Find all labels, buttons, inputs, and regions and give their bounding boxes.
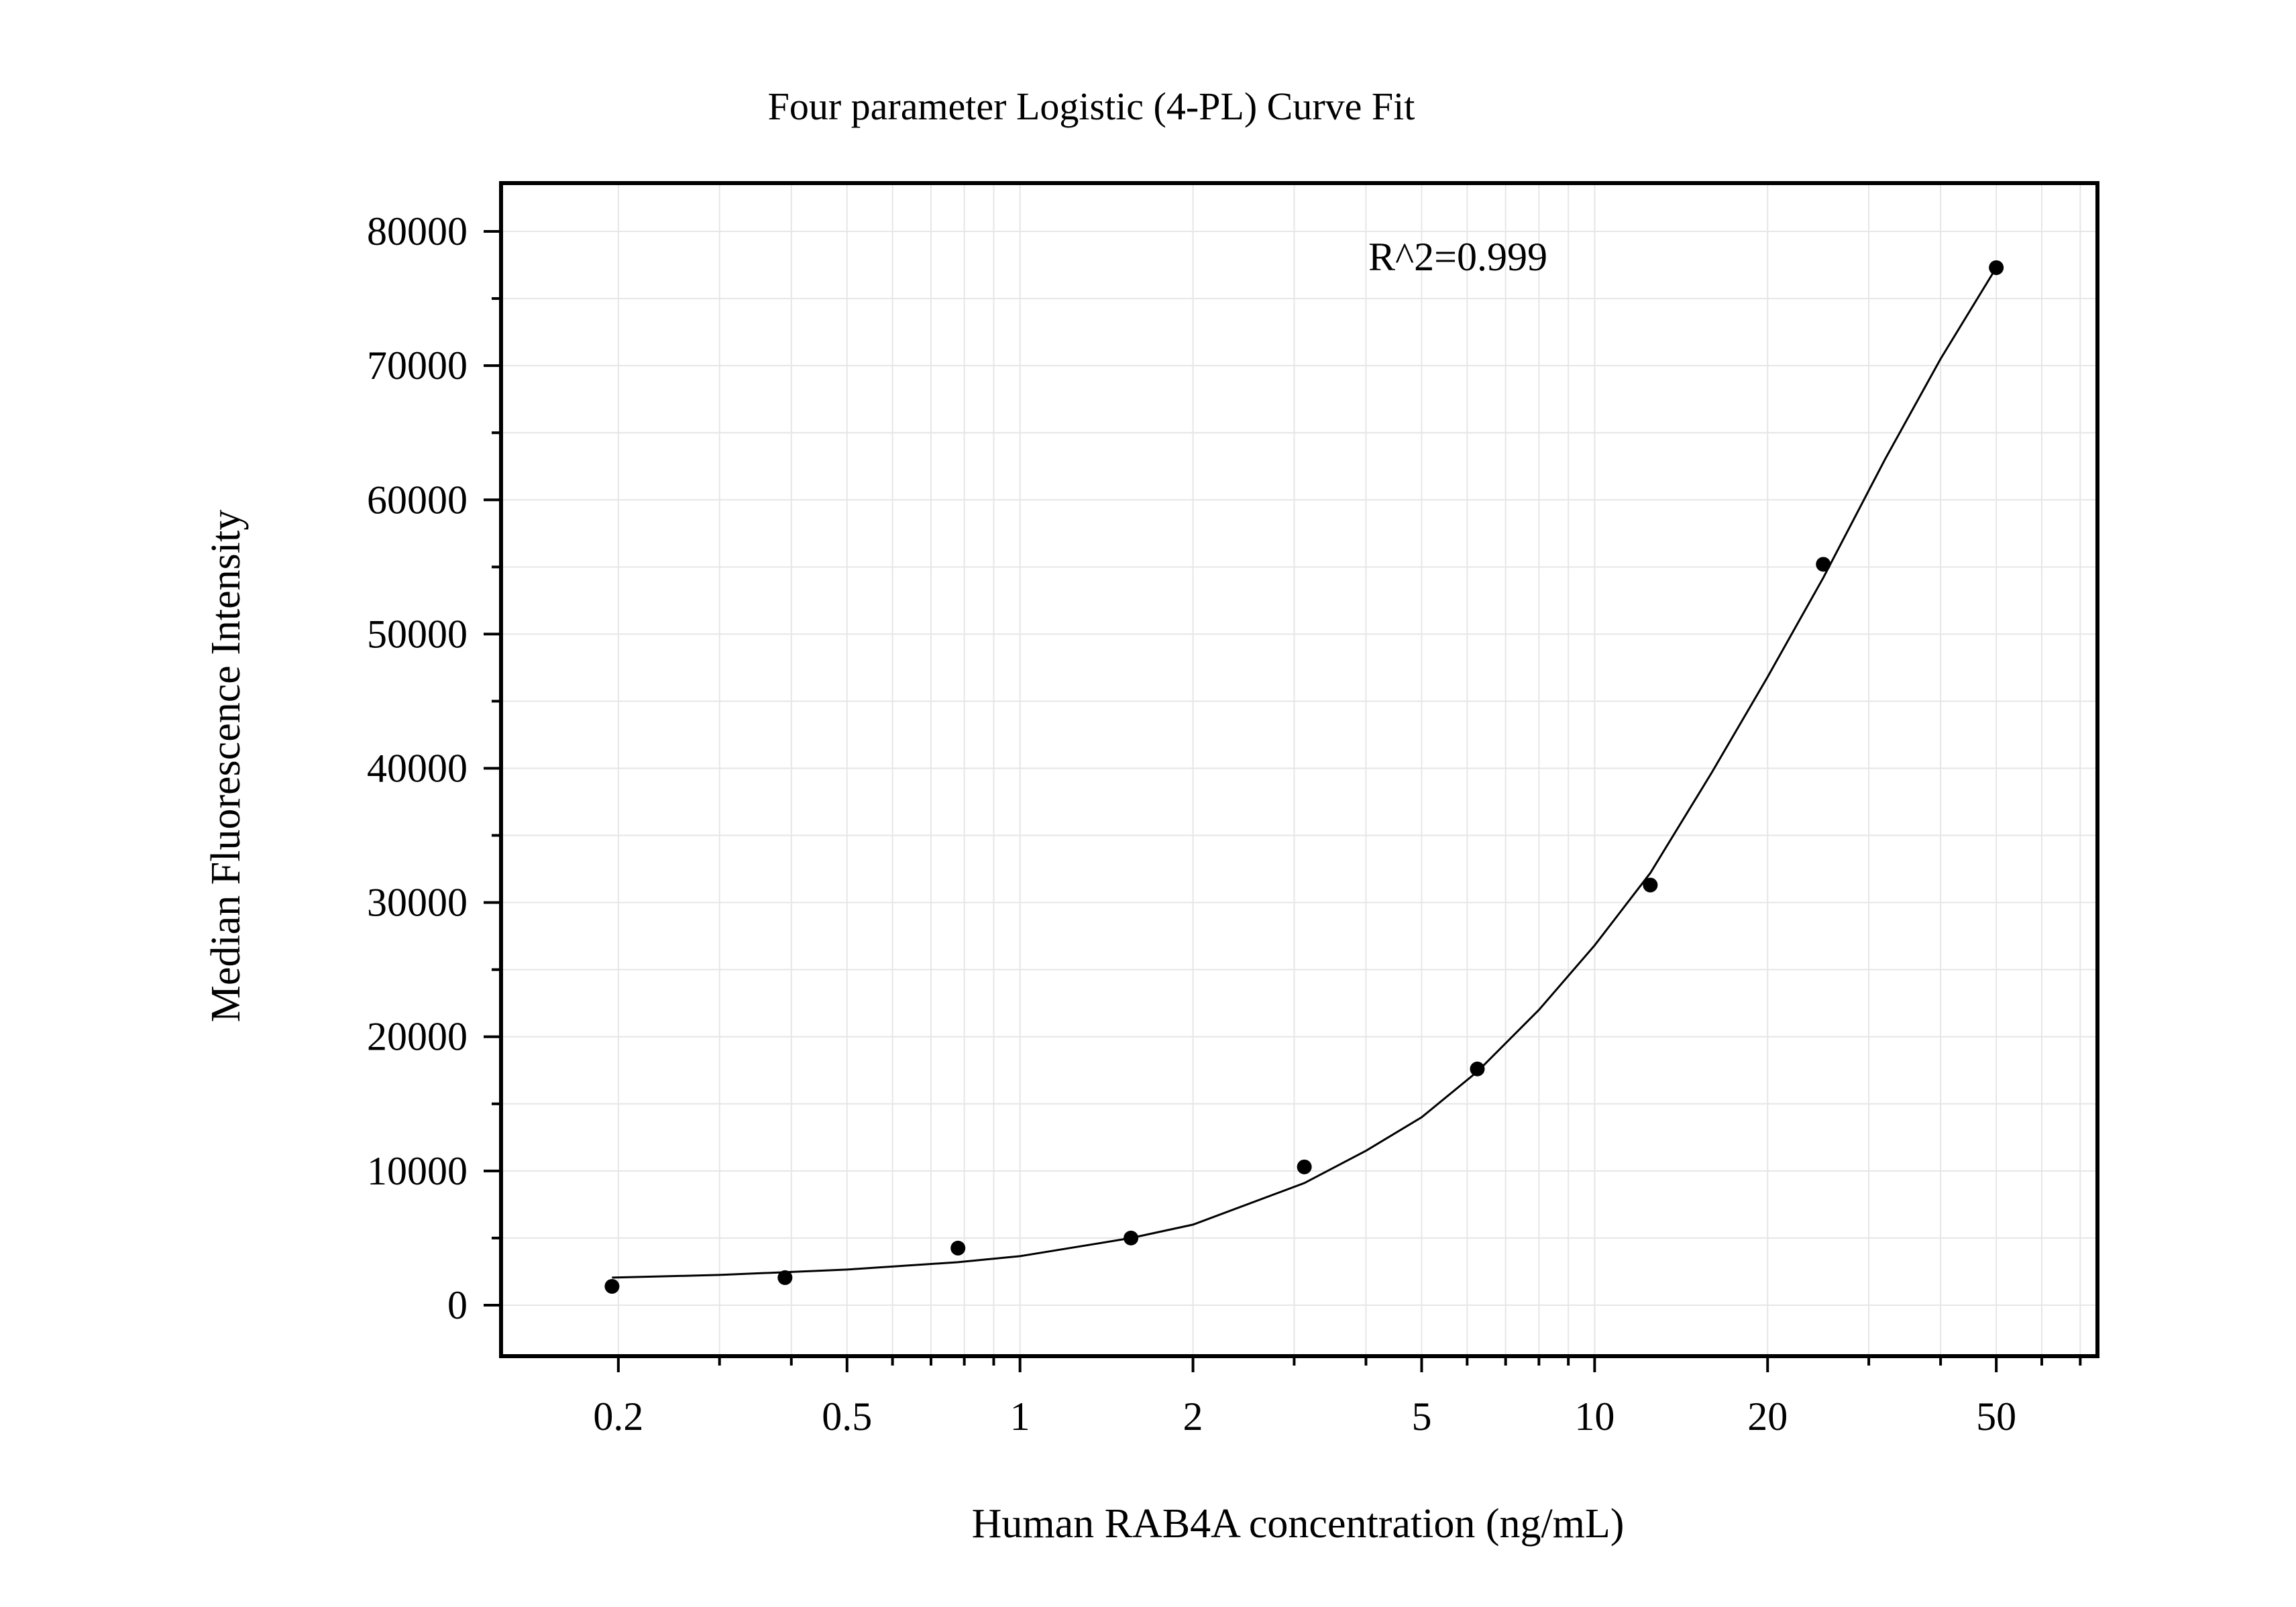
x-tick-label: 50 — [1976, 1394, 2016, 1439]
axis-ticks — [484, 230, 2082, 1372]
data-point — [777, 1270, 793, 1285]
y-tick-label: 20000 — [367, 1015, 468, 1059]
y-tick-label: 60000 — [367, 478, 468, 522]
y-tick-label: 70000 — [367, 343, 468, 388]
data-points-layer — [604, 260, 2004, 1294]
plot-frame — [499, 181, 2099, 1358]
x-tick-label: 5 — [1411, 1394, 1431, 1439]
grid-lines — [501, 183, 2097, 1356]
fit-curve-layer — [612, 267, 1998, 1279]
y-tick-label: 10000 — [367, 1149, 468, 1193]
x-tick-label: 10 — [1574, 1394, 1615, 1439]
y-tick-label: 50000 — [367, 612, 468, 656]
chart-title: Four parameter Logistic (4-PL) Curve Fit — [768, 85, 1415, 128]
data-point — [1297, 1159, 1312, 1174]
y-tick-label: 40000 — [367, 746, 468, 790]
x-tick-label: 0.5 — [822, 1394, 872, 1439]
plot-frame-rect — [499, 181, 2099, 1358]
r-squared-annotation: R^2=0.999 — [1368, 235, 1547, 279]
x-tick-label: 0.2 — [593, 1394, 643, 1439]
data-point — [1643, 877, 1658, 893]
data-point — [1816, 557, 1831, 572]
x-tick-label: 1 — [1010, 1394, 1030, 1439]
x-tick-label: 20 — [1747, 1394, 1788, 1439]
data-point — [1989, 260, 2004, 276]
fit-curve-line — [612, 267, 1998, 1279]
data-point — [1470, 1061, 1485, 1076]
data-point — [1124, 1230, 1139, 1245]
y-tick-label: 0 — [447, 1283, 468, 1327]
data-point — [604, 1278, 620, 1294]
y-axis-title: Median Fluorescence Intensity — [203, 510, 249, 1022]
y-tick-label: 80000 — [367, 209, 468, 254]
y-tick-label: 30000 — [367, 881, 468, 925]
x-axis-title: Human RAB4A concentration (ng/mL) — [972, 1501, 1625, 1547]
data-point — [950, 1240, 966, 1256]
tick-labels: 0 10000 20000 30000 40000 50000 60000 70000 8000… — [367, 209, 2016, 1439]
x-tick-label: 2 — [1183, 1394, 1203, 1439]
